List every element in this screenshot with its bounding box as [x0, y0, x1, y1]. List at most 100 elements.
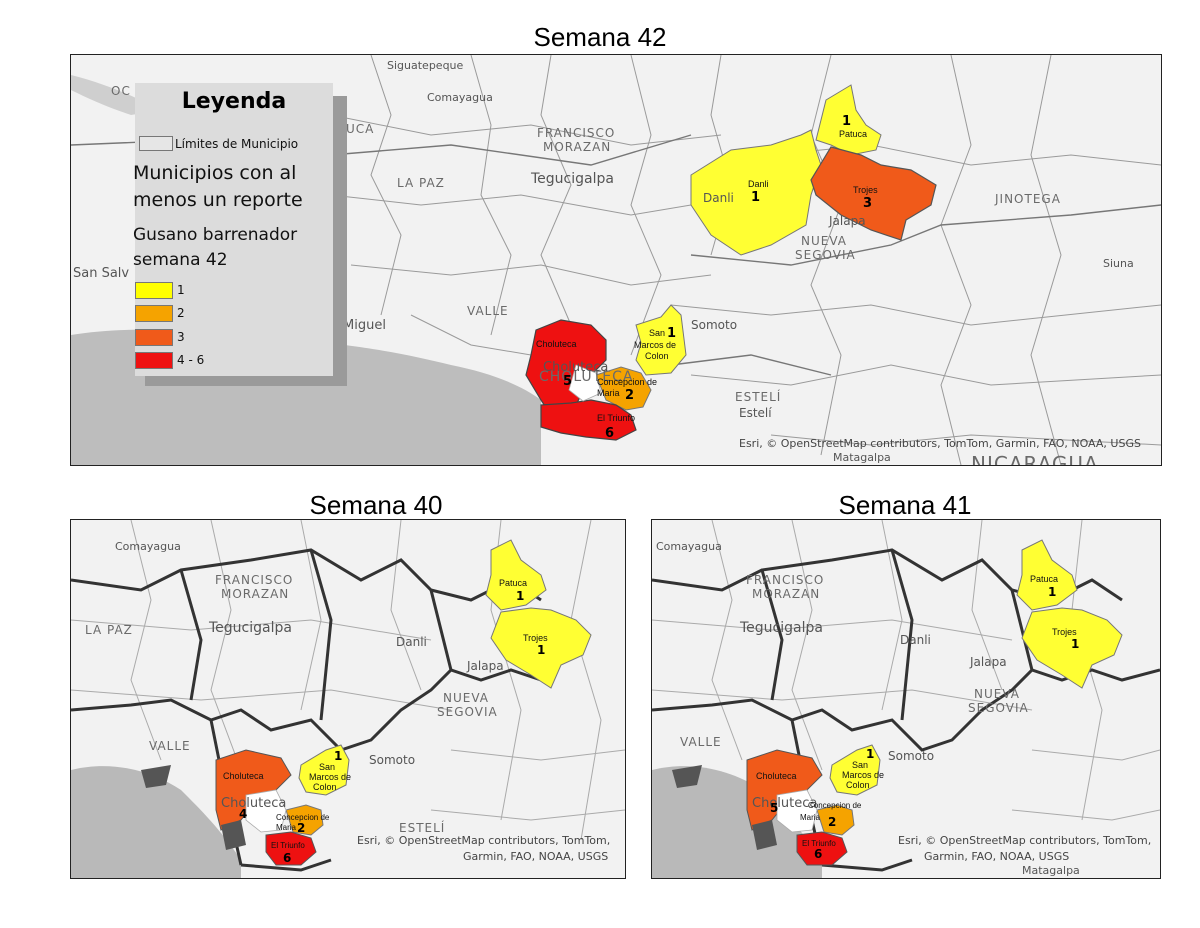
label-w40-morazan: MORAZAN: [221, 587, 289, 601]
label-comayagua: Comayagua: [427, 91, 493, 104]
muni-label-san-marcos-3: Colon: [645, 351, 669, 361]
right-map-canvas: Comayagua FRANCISCO MORAZAN Tegucigalpa …: [652, 520, 1160, 878]
label-w40-francisco: FRANCISCO: [215, 573, 293, 587]
label-w40-segovia: SEGOVIA: [437, 705, 498, 719]
label-oc: OC: [111, 84, 131, 98]
label-tegucigalpa: Tegucigalpa: [530, 171, 614, 187]
right-map-credit-1: Esri, © OpenStreetMap contributors, TomT…: [898, 834, 1151, 847]
count-w40-choluteca: 4: [239, 807, 247, 821]
label-miguel: Miguel: [343, 318, 386, 333]
muni-label-el-triunfo: El Triunfo: [597, 413, 635, 423]
muni-label-danli: Danli: [748, 179, 769, 189]
count-el-triunfo: 6: [605, 426, 614, 441]
muni-w40-el-triunfo: El Triunfo: [271, 841, 305, 850]
label-jinotega: JINOTEGA: [994, 192, 1061, 206]
label-w40-comayagua: Comayagua: [115, 540, 181, 553]
concepcion-municipality-w40: [285, 804, 324, 836]
count-san-marcos: 1: [667, 326, 676, 341]
label-esteli-caps: ESTELÍ: [735, 389, 781, 404]
label-danli-town: Danli: [703, 191, 734, 205]
label-morazan: MORAZAN: [543, 140, 611, 154]
muni-label-choluteca: Choluteca: [536, 339, 577, 349]
muni-label-trojes: Trojes: [853, 185, 878, 195]
count-choluteca: 5: [563, 374, 572, 389]
concepcion-municipality-w41: [816, 804, 855, 836]
count-trojes: 3: [863, 196, 872, 211]
label-w41-danli: Danli: [900, 633, 931, 647]
legend-label-1: 1: [177, 283, 185, 297]
label-w41-jalapa: Jalapa: [969, 655, 1007, 669]
label-w41-nueva: NUEVA: [974, 687, 1020, 701]
legend-swatch-2: [135, 305, 173, 322]
muni-w41-concepcion-2: Maria: [800, 813, 821, 822]
legend-label-4: 4 - 6: [177, 353, 205, 367]
label-choluteca-dept: CHOLUTECA: [539, 369, 633, 385]
patuca-municipality: [815, 84, 882, 156]
right-map-credit-2: Garmin, FAO, NOAA, USGS: [924, 850, 1069, 863]
label-nicaragua: NICARAGUA: [971, 452, 1099, 465]
legend-swatch-3: [135, 329, 173, 346]
concepcion-de-maria-municipality: [595, 366, 652, 411]
main-map-credit: Esri, © OpenStreetMap contributors, TomT…: [739, 437, 1141, 450]
label-w41-choluteca-town: Choluteca: [752, 796, 817, 811]
count-w41-trojes: 1: [1071, 637, 1079, 651]
muni-w41-concepcion-1: Concepcion de: [808, 801, 862, 810]
trojes-municipality-w40: [490, 607, 592, 689]
label-w40-jalapa: Jalapa: [466, 659, 504, 673]
label-valle: VALLE: [467, 304, 509, 318]
san-marcos-municipality-w41: [829, 744, 881, 796]
label-francisco: FRANCISCO: [537, 126, 615, 140]
left-map-title: Semana 40: [309, 490, 443, 520]
label-w41-francisco: FRANCISCO: [746, 573, 824, 587]
label-w41-valle: VALLE: [680, 735, 722, 749]
label-uca: UCA: [346, 122, 374, 136]
right-map-frame[interactable]: Comayagua FRANCISCO MORAZAN Tegucigalpa …: [651, 519, 1161, 879]
label-la-paz: LA PAZ: [397, 176, 445, 190]
count-w40-san-marcos: 1: [334, 749, 342, 763]
muni-w41-trojes: Trojes: [1052, 627, 1077, 637]
main-map-frame[interactable]: Siguatepeque Comayagua FRANCISCO MORAZAN…: [70, 54, 1162, 466]
count-w41-san-marcos: 1: [866, 747, 874, 761]
label-somoto: Somoto: [691, 318, 737, 332]
muni-label-san-marcos-2: Marcos de: [634, 340, 676, 350]
san-marcos-municipality-w40: [298, 744, 350, 796]
legend-label-3: 3: [177, 330, 185, 344]
label-w40-tegucigalpa: Tegucigalpa: [208, 620, 292, 636]
muni-w40-choluteca: Choluteca: [223, 771, 264, 781]
muni-w40-trojes: Trojes: [523, 633, 548, 643]
trojes-municipality: [810, 146, 937, 241]
count-w40-trojes: 1: [537, 643, 545, 657]
gulf-water-right: [652, 766, 822, 878]
el-triunfo-municipality-w41: [796, 831, 848, 866]
el-triunfo-municipality-w40: [265, 831, 317, 866]
muni-w41-el-triunfo: El Triunfo: [802, 839, 836, 848]
label-esteli: Estelí: [739, 406, 772, 420]
main-map-title: Semana 42: [533, 22, 667, 52]
label-w40-somoto: Somoto: [369, 753, 415, 767]
label-siguatepeque: Siguatepeque: [387, 59, 464, 72]
legend-boundary-label: Límites de Municipio: [175, 137, 299, 151]
legend-swatch-4: [135, 352, 173, 369]
label-w40-danli: Danli: [396, 635, 427, 649]
count-danli: 1: [751, 190, 760, 205]
muni-w40-san-marcos-1: San: [319, 762, 335, 772]
label-siuna: Siuna: [1103, 257, 1134, 270]
count-w40-el-triunfo: 6: [283, 851, 291, 865]
muni-label-concepcion-2: Maria: [597, 388, 620, 398]
label-w41-segovia: SEGOVIA: [968, 701, 1029, 715]
count-patuca: 1: [842, 114, 851, 129]
label-w41-tegucigalpa: Tegucigalpa: [739, 620, 823, 636]
label-segovia: SEGOVIA: [795, 248, 856, 262]
label-jalapa: Jalapa: [828, 214, 866, 228]
el-triunfo-municipality: [540, 399, 637, 441]
legend-label-2: 2: [177, 306, 185, 320]
left-map-credit-1: Esri, © OpenStreetMap contributors, TomT…: [357, 834, 610, 847]
label-w41-morazan: MORAZAN: [752, 587, 820, 601]
legend-sub-line1: Gusano barrenador: [133, 225, 298, 245]
count-w40-patuca: 1: [516, 589, 524, 603]
muni-w40-concepcion-2: Maria: [276, 823, 297, 832]
left-map-frame[interactable]: Comayagua FRANCISCO MORAZAN Tegucigalpa …: [70, 519, 626, 879]
muni-w41-san-marcos-2: Marcos de: [842, 770, 884, 780]
gulf-water-left: [71, 766, 241, 878]
count-w40-concepcion: 2: [297, 821, 305, 835]
